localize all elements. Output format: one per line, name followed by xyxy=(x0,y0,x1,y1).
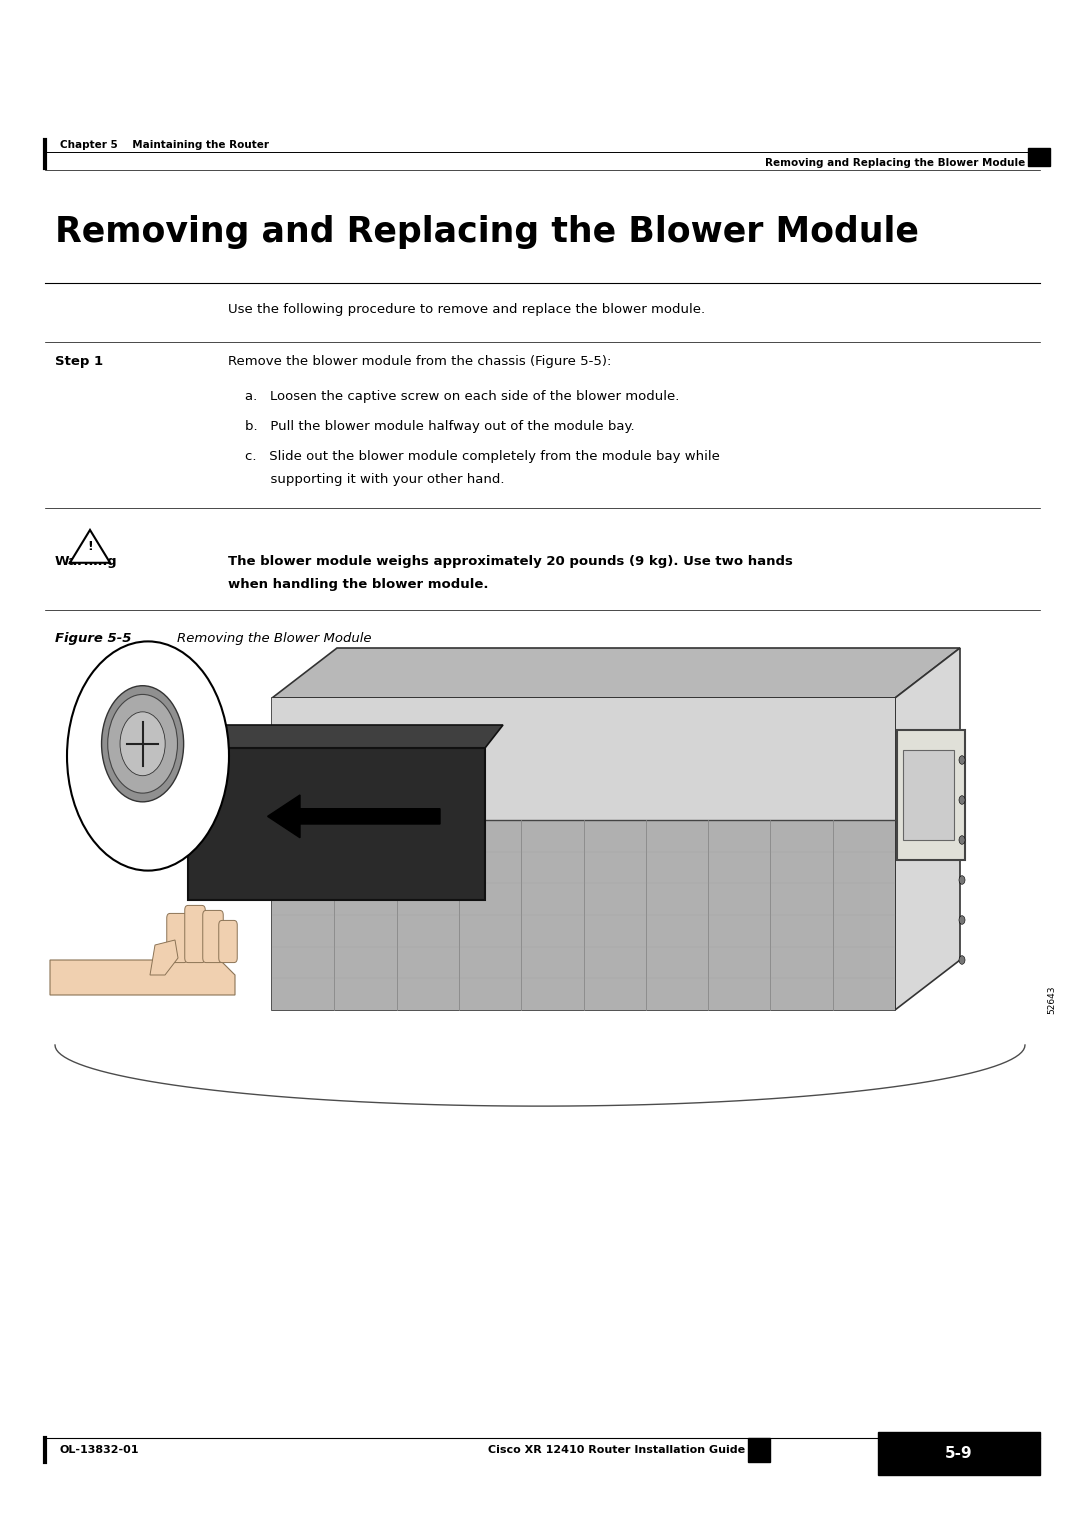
Text: !: ! xyxy=(87,539,93,553)
Text: c.   Slide out the blower module completely from the module bay while: c. Slide out the blower module completel… xyxy=(245,451,720,463)
Text: Use the following procedure to remove and replace the blower module.: Use the following procedure to remove an… xyxy=(228,303,705,316)
Text: Chapter 5    Maintaining the Router: Chapter 5 Maintaining the Router xyxy=(60,141,269,150)
FancyBboxPatch shape xyxy=(219,920,238,963)
Bar xyxy=(272,821,895,1010)
Text: a.   Loosen the captive screw on each side of the blower module.: a. Loosen the captive screw on each side… xyxy=(245,390,679,403)
Text: Removing and Replacing the Blower Module: Removing and Replacing the Blower Module xyxy=(55,215,919,249)
Text: OL-13832-01: OL-13832-01 xyxy=(60,1445,139,1455)
FancyBboxPatch shape xyxy=(166,914,187,963)
Bar xyxy=(748,1438,770,1462)
FancyArrow shape xyxy=(268,795,440,837)
Text: Removing the Blower Module: Removing the Blower Module xyxy=(160,633,372,645)
FancyBboxPatch shape xyxy=(203,911,224,963)
Circle shape xyxy=(108,694,177,793)
Bar xyxy=(170,775,195,808)
Text: Step 1: Step 1 xyxy=(55,354,103,368)
Circle shape xyxy=(176,782,189,801)
Bar xyxy=(272,698,895,821)
Polygon shape xyxy=(895,648,960,1010)
Text: supporting it with your other hand.: supporting it with your other hand. xyxy=(245,474,504,486)
Bar xyxy=(272,698,895,1010)
Polygon shape xyxy=(188,724,503,749)
Polygon shape xyxy=(150,940,178,975)
Circle shape xyxy=(959,756,966,764)
Text: The blower module weighs approximately 20 pounds (9 kg). Use two hands: The blower module weighs approximately 2… xyxy=(228,555,793,568)
FancyBboxPatch shape xyxy=(185,906,205,963)
Bar xyxy=(1028,148,1050,167)
Bar xyxy=(188,749,485,900)
Circle shape xyxy=(959,796,966,804)
Text: when handling the blower module.: when handling the blower module. xyxy=(228,578,488,591)
Circle shape xyxy=(959,955,966,964)
Circle shape xyxy=(67,642,229,871)
Text: Cisco XR 12410 Router Installation Guide: Cisco XR 12410 Router Installation Guide xyxy=(488,1445,745,1455)
Circle shape xyxy=(959,915,966,924)
Text: Removing and Replacing the Blower Module: Removing and Replacing the Blower Module xyxy=(765,157,1025,168)
Polygon shape xyxy=(70,530,110,562)
Circle shape xyxy=(120,712,165,776)
Bar xyxy=(904,750,955,840)
Circle shape xyxy=(959,836,966,845)
Bar xyxy=(878,1432,1040,1475)
Text: Remove the blower module from the chassis (Figure 5-5):: Remove the blower module from the chassi… xyxy=(228,354,611,368)
Text: 52643: 52643 xyxy=(1048,986,1056,1015)
Polygon shape xyxy=(50,960,235,995)
Circle shape xyxy=(959,876,966,885)
Text: Warning: Warning xyxy=(55,555,118,568)
Text: Figure 5-5: Figure 5-5 xyxy=(55,633,132,645)
Text: 5-9: 5-9 xyxy=(945,1445,973,1461)
Circle shape xyxy=(102,686,184,802)
Bar xyxy=(897,730,966,860)
Text: b.   Pull the blower module halfway out of the module bay.: b. Pull the blower module halfway out of… xyxy=(245,420,635,432)
Polygon shape xyxy=(272,648,960,698)
